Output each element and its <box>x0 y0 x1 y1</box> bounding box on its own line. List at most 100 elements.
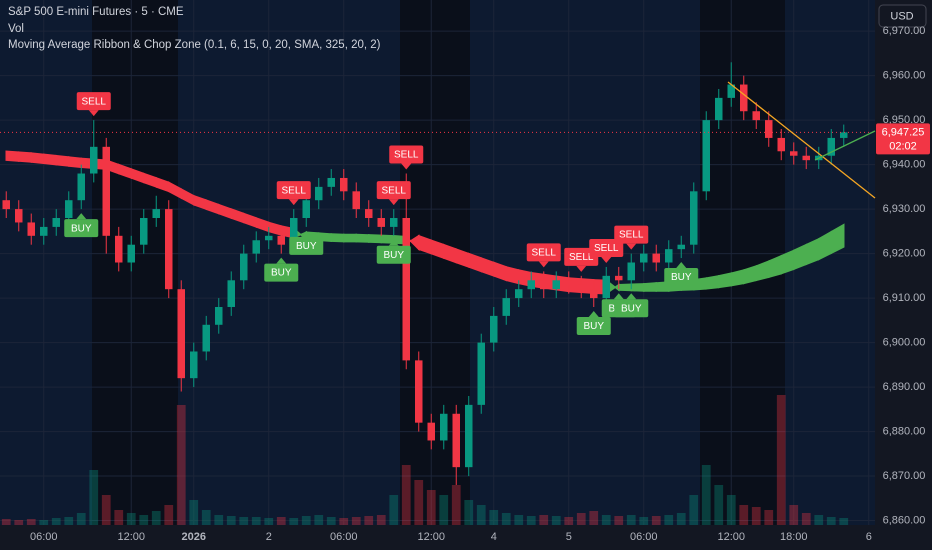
y-tick-label: 6,940.00 <box>883 159 926 171</box>
y-tick-label: 6,910.00 <box>883 292 926 304</box>
candle-body <box>190 351 198 379</box>
signal-label: SELL <box>282 185 307 196</box>
ribbon-segment <box>368 234 382 244</box>
candle-body <box>240 253 248 281</box>
volume-bar <box>789 505 799 525</box>
signal-pointer <box>76 213 87 220</box>
x-tick-label: 2026 <box>182 531 206 543</box>
volume-bar <box>689 495 699 525</box>
signal-label: SELL <box>594 243 619 254</box>
volume-bar <box>576 513 586 525</box>
candle-body <box>540 280 548 290</box>
signal-box <box>76 92 111 111</box>
candle-body <box>565 280 573 285</box>
ribbon-segment <box>380 234 395 244</box>
candle-body <box>515 289 523 299</box>
ribbon-segment <box>18 151 32 163</box>
volume-bar <box>139 515 149 525</box>
volume-bar <box>814 515 824 525</box>
signal-pointer <box>401 163 412 170</box>
volume-bar <box>464 500 474 525</box>
volume-bar <box>439 495 449 525</box>
signal-pointer <box>626 293 637 300</box>
volume-bar <box>126 513 136 525</box>
volume-bar <box>739 505 749 525</box>
candle-body <box>840 132 848 138</box>
volume-bar <box>364 516 374 525</box>
candle-body <box>415 360 423 423</box>
signal-label: BUY <box>383 250 404 261</box>
currency-button[interactable] <box>878 4 927 28</box>
volume-bar <box>426 490 436 525</box>
signal-label: BUY <box>271 268 292 279</box>
candle-body <box>690 191 698 245</box>
volume-bar <box>651 516 661 525</box>
candle-body <box>2 200 10 210</box>
candle-body <box>615 275 623 281</box>
x-tick-label: 18:00 <box>780 531 808 543</box>
volume-bar <box>764 510 774 525</box>
y-tick-label: 6,860.00 <box>883 514 926 526</box>
signal-pointer <box>288 199 299 206</box>
volume-bar <box>514 515 524 525</box>
last-price-tag <box>876 123 930 155</box>
volume-bar <box>289 518 299 525</box>
signal: SELL <box>76 92 111 117</box>
candle-body <box>552 280 560 290</box>
x-tick-label: 12:00 <box>117 531 145 543</box>
volume-bar <box>301 516 311 525</box>
signal-box <box>276 181 311 200</box>
ribbon-segment <box>730 269 745 287</box>
candle-body <box>702 120 710 192</box>
ribbon-segment <box>43 153 57 166</box>
volume-bar <box>476 505 486 525</box>
y-tick-label: 6,960.00 <box>883 70 926 82</box>
volume-bar <box>714 485 724 525</box>
volume-bar <box>726 495 736 525</box>
signal-label: SELL <box>619 230 644 241</box>
signal-label: SELL <box>82 96 107 107</box>
signal-box <box>376 181 411 200</box>
signal-pointer <box>576 265 587 272</box>
x-tick-label: 06:00 <box>30 531 58 543</box>
candle-body <box>65 200 73 219</box>
signal: SELL <box>589 238 624 263</box>
candle-body <box>290 218 298 245</box>
volume-bar <box>151 511 161 525</box>
volume-bar <box>389 495 399 525</box>
signal-box <box>64 219 99 238</box>
candle-body <box>790 151 798 156</box>
volume-bar <box>376 515 386 525</box>
currency-label[interactable]: USD <box>890 10 913 22</box>
candle-body <box>715 97 723 121</box>
volume-bar <box>39 520 49 525</box>
volume-bar <box>76 513 86 525</box>
candle-body <box>27 222 35 236</box>
candle-body <box>115 235 123 263</box>
ribbon-segment <box>30 152 45 165</box>
candle-body <box>77 173 85 201</box>
ribbon-segment <box>505 265 520 285</box>
signal-pointer <box>676 262 687 269</box>
signal-box <box>376 245 411 264</box>
volume-bar <box>539 515 549 525</box>
volume-bar <box>339 518 349 525</box>
signal-pointer <box>276 257 287 264</box>
ribbon-segment <box>630 283 645 292</box>
ribbon-segment <box>343 233 357 243</box>
signal: SELL <box>614 225 649 250</box>
ribbon-segment <box>355 233 370 243</box>
candle-body <box>340 177 348 192</box>
y-tick-label: 6,930.00 <box>883 203 926 215</box>
candle-body <box>315 186 323 201</box>
volume-bar <box>314 515 324 525</box>
y-tick-label: 6,950.00 <box>883 114 926 126</box>
candle-body <box>15 209 23 223</box>
ribbon-segment <box>55 154 70 167</box>
volume-bar <box>801 513 811 525</box>
volume-bar <box>489 510 499 525</box>
volume-bar <box>26 519 36 525</box>
signal: SELL <box>376 181 411 206</box>
candle-body <box>590 289 598 299</box>
